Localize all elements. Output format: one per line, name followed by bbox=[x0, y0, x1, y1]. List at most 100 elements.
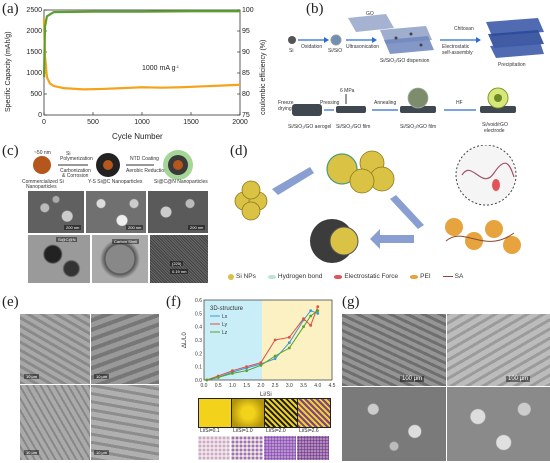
sem-g1 bbox=[342, 314, 446, 386]
panel-g: (g) 100 μm 100 μm bbox=[340, 288, 550, 463]
rgo-film-label: Si/SiO₂/rGO film bbox=[400, 124, 436, 130]
sem-g2 bbox=[447, 314, 550, 386]
electrode-label-2: electrode bbox=[484, 128, 505, 134]
f-point-2-4 bbox=[259, 363, 263, 367]
xlabel: Cycle Number bbox=[112, 132, 163, 141]
y-tick-label-0: 0 bbox=[38, 112, 42, 119]
scale-bar-c1: 200 nm bbox=[64, 225, 82, 230]
sem-image-c1 bbox=[28, 191, 84, 233]
scale-bar-e4: 10 μm bbox=[94, 450, 110, 455]
sio2-particle-icon bbox=[330, 34, 342, 46]
panel-label-e: (e) bbox=[2, 294, 19, 310]
y2-tick-label-1: 80 bbox=[242, 91, 250, 98]
legend-si-nps: Si NPs bbox=[228, 273, 256, 280]
precipitation-label: Precipitation bbox=[498, 62, 526, 68]
dispersion-label: Si/SiO₂/GO dispersion bbox=[380, 58, 430, 64]
f-point-2-7 bbox=[302, 325, 305, 329]
f-point-2-2 bbox=[231, 371, 234, 375]
legend-electro-icon bbox=[334, 274, 343, 279]
si-nanoparticle-icon bbox=[33, 156, 51, 174]
f-point-0-8 bbox=[309, 309, 313, 313]
scale-bar-c3: 200 nm bbox=[188, 225, 206, 230]
panel-label-c: (c) bbox=[2, 145, 19, 159]
sem-e1 bbox=[20, 314, 90, 384]
sem-g4 bbox=[447, 387, 550, 461]
panel-label-a: (a) bbox=[2, 1, 19, 17]
legend-electro: Electrostatic Force bbox=[334, 273, 398, 280]
f-x-tick-label-0: 0.0 bbox=[201, 383, 208, 389]
aerogel-block-icon bbox=[292, 104, 322, 116]
tem-label-c4: Si@C@N bbox=[56, 237, 78, 242]
legend-hydrogen: Hydrogen bond bbox=[267, 273, 322, 280]
yolk-core-icon bbox=[103, 160, 113, 170]
x-tick-label-0: 0 bbox=[42, 119, 46, 126]
plot-frame-f bbox=[203, 299, 333, 381]
step1b-label: Polymerization bbox=[60, 156, 93, 162]
rgo-film-icon bbox=[400, 87, 436, 113]
electrostatic-label: Electrostatic bbox=[442, 44, 470, 50]
synthesis-scheme: Si Oxidation Si/SiO GO Ultrasonication S… bbox=[278, 11, 544, 134]
legend-pei-label: PEI bbox=[420, 273, 431, 280]
legend-sa-label: SA bbox=[454, 273, 464, 280]
f-point-0-5 bbox=[273, 357, 277, 361]
legend-hydrogen-icon bbox=[267, 274, 276, 279]
panel-label-b: (b) bbox=[306, 1, 324, 17]
y2-tick-label-0: 75 bbox=[242, 112, 250, 119]
y-tick-label-3: 1500 bbox=[26, 49, 42, 56]
zoom-bubble-icon bbox=[455, 145, 517, 206]
ylabel-right: coulombic efficiency (%) bbox=[260, 40, 267, 115]
plot-frame bbox=[43, 9, 241, 116]
tem-label-c5: Carbon Shell bbox=[112, 239, 140, 244]
f-x-tick-label-6: 3.0 bbox=[286, 383, 293, 389]
step2b-label: Aerobic Reduction bbox=[126, 168, 167, 174]
x-tick-label-4: 2000 bbox=[232, 119, 248, 126]
inset-label-2: Li/Si=1.0 bbox=[233, 428, 253, 434]
inset-2 bbox=[231, 398, 265, 428]
f-y-tick-label-2: 0.2 bbox=[195, 351, 202, 357]
panel-a: (a) Specific Capacity (mAh/g) coulombic … bbox=[0, 0, 272, 145]
dispersion-sheets-icon bbox=[380, 26, 434, 54]
legend-si-label: Si NPs bbox=[236, 273, 256, 280]
si-label: Si bbox=[289, 48, 293, 54]
y-tick-label-2: 1000 bbox=[26, 70, 42, 77]
sa-chain-icon bbox=[461, 162, 515, 180]
f-y-tick-label-5: 0.5 bbox=[195, 311, 202, 317]
scale-bar-g2: 100 μm bbox=[506, 376, 531, 382]
sample2-label: Y-S Si@C Nanoparticles bbox=[88, 179, 143, 185]
legend-sa: SA bbox=[442, 273, 464, 280]
panel-label-g: (g) bbox=[342, 294, 360, 310]
oxidation-label: Oxidation bbox=[301, 44, 322, 50]
y-tick-label-4: 2000 bbox=[26, 28, 42, 35]
scale-bar-c2: 200 nm bbox=[126, 225, 144, 230]
nano-size-label: ~50 nm bbox=[34, 150, 51, 156]
f-point-2-0 bbox=[205, 378, 209, 382]
arrow-head-icon bbox=[324, 37, 329, 43]
f-point-2-1 bbox=[216, 375, 220, 379]
sem-e2 bbox=[91, 314, 159, 384]
f-point-1-4 bbox=[259, 361, 263, 365]
drying-label: drying bbox=[278, 106, 292, 112]
panel-e: (e) 10 μm 10 μm 10 μm 10 μm bbox=[0, 288, 160, 463]
f-series-line-0 bbox=[206, 310, 318, 381]
coated-cluster-icon bbox=[326, 150, 395, 194]
hrtem-image-c6 bbox=[150, 235, 208, 283]
tem-image-c5 bbox=[92, 235, 148, 283]
inset-3 bbox=[264, 398, 298, 428]
x-tick-label-2: 1000 bbox=[134, 119, 150, 126]
precipitation-sheets-icon bbox=[486, 18, 544, 58]
electrostatic-marker-icon bbox=[492, 179, 500, 191]
f-x-tick-label-2: 1.0 bbox=[229, 383, 236, 389]
scale-bar-g1: 100 μm bbox=[400, 376, 425, 382]
inset-1 bbox=[198, 398, 232, 428]
sample1-label: Commercialized Si bbox=[22, 179, 64, 185]
arrow-head-icon bbox=[476, 37, 481, 43]
inset-atoms-1 bbox=[198, 436, 230, 460]
sem-e3 bbox=[20, 385, 90, 460]
y2-tick-label-3: 90 bbox=[242, 49, 250, 56]
inset-atoms-4 bbox=[297, 436, 329, 460]
f-y-tick-label-6: 0.6 bbox=[195, 298, 202, 304]
electrode-icon bbox=[480, 87, 516, 113]
annotation-rate: 1000 mA g-1 bbox=[142, 64, 180, 72]
sem-g3 bbox=[342, 387, 446, 461]
step1c-label: Carbonization bbox=[60, 168, 91, 174]
